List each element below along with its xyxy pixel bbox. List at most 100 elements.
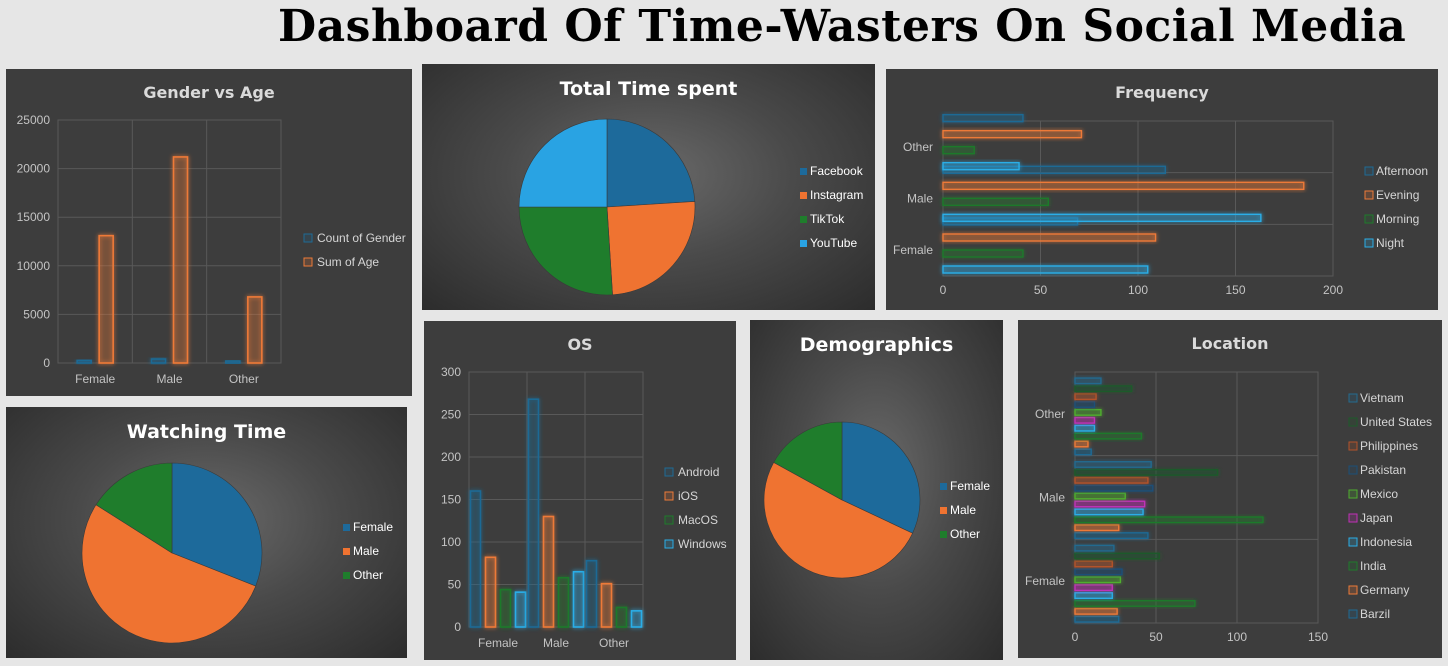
legend-swatch [940,507,947,514]
legend-label: Japan [1360,511,1393,525]
legend-swatch [303,233,313,243]
bar [1074,401,1096,408]
legend-swatch [1348,513,1358,523]
bar [484,556,497,628]
y-tick-label: Other [1035,407,1065,421]
x-tick-label: 0 [1072,630,1079,644]
bar [572,570,585,628]
legend-swatch [1348,489,1358,499]
y-tick-label: 250 [441,408,461,422]
legend-label: Other [950,527,980,541]
legend-label: Facebook [810,164,864,178]
legend-swatch [1348,585,1358,595]
y-tick-label: 0 [454,620,461,634]
x-tick-label: Other [599,636,629,650]
demographics-chart: Demographics Female Male Other [750,320,1003,660]
legend-swatch [343,524,350,531]
frequency-plot: 0 50 100 150 200 Female Male Other Afternoon Even… [893,113,1428,297]
y-tick-label: 15000 [17,210,51,224]
legend-swatch [1348,393,1358,403]
x-tick-label: 100 [1128,283,1148,297]
page-title: Dashboard Of Time-Wasters On Social Medi… [278,1,1407,52]
x-tick-label: 200 [1323,283,1343,297]
legend-swatch [343,572,350,579]
bar [1074,408,1102,416]
legend-label: Pakistan [1360,463,1406,477]
chart-title: Total Time spent [559,78,738,100]
x-tick-label: Other [229,372,259,386]
pie-slice [171,462,263,587]
y-tick-label: 0 [43,356,50,370]
legend-swatch [1348,609,1358,619]
legend-label: Barzil [1360,607,1390,621]
legend-label: Windows [678,537,727,551]
bar [1074,607,1118,615]
x-tick-label: Male [543,636,569,650]
bar [499,588,512,628]
legend-label: iOS [678,489,698,503]
x-tick-label: 100 [1227,630,1247,644]
bar [1074,568,1123,576]
legend-label: TikTok [810,212,845,226]
y-tick-label: Male [907,192,933,206]
legend-label: Male [950,503,976,517]
watching-time-pie: Female Male Other [81,462,393,644]
x-tick-label: 150 [1225,283,1245,297]
bar [942,265,1149,274]
y-tick-label: Male [1039,491,1065,505]
bar [942,145,975,155]
pie-slice [606,201,696,296]
total-time-pie: Facebook Instagram TikTok YouTube [518,118,864,296]
demographics-pie: Female Male Other [763,421,990,579]
bar [1074,544,1115,552]
bar [76,359,92,364]
os-plot: 0 50 100 150 200 250 300 Female Male Other Android… [441,365,727,650]
pie-slice [841,421,921,534]
x-tick-label: Male [156,372,182,386]
y-tick-label: 25000 [17,113,51,127]
y-tick-label: Female [893,243,933,257]
legend-label: Morning [1376,212,1419,226]
bar [1074,492,1126,500]
location-chart: Location 0 50 100 150 Female Male Other Vietnam… [1018,320,1442,658]
bar [1074,476,1149,484]
gender-vs-age-chart: Gender vs Age 0 5000 10000 15000 20000 25000 F… [6,69,412,396]
bar [1074,448,1092,456]
bar [600,582,613,628]
legend-label: Vietnam [1360,391,1404,405]
legend-swatch [800,192,807,199]
bar [469,490,482,628]
pie-slice [518,206,613,296]
legend-label: Other [353,568,383,582]
bar [1074,600,1196,607]
bar [942,181,1305,191]
bar [1074,377,1102,385]
bar [630,610,643,628]
y-tick-label: 10000 [17,259,51,273]
chart-title: Demographics [799,334,954,356]
y-tick-label: Other [903,140,933,154]
legend-label: Afternoon [1376,164,1428,178]
bar [942,233,1157,242]
y-tick-label: 5000 [23,307,50,321]
bar [1074,484,1154,492]
bar [1074,524,1120,532]
pie-slice [606,118,696,208]
legend-swatch [664,539,674,549]
y-tick-label: 300 [441,365,461,379]
legend-swatch [800,168,807,175]
chart-title: Gender vs Age [143,83,275,102]
bar [1074,508,1144,516]
bar [1074,393,1097,401]
bar [942,249,1024,258]
bar [942,213,1262,223]
bar [1074,560,1113,568]
bar [1074,461,1152,468]
legend-label: Mexico [1360,487,1398,501]
x-tick-label: Female [75,372,115,386]
legend-label: Night [1376,236,1405,250]
bar [942,161,1020,171]
y-tick-label: 150 [441,493,461,507]
x-tick-label: 50 [1034,283,1048,297]
bar [1074,615,1120,623]
